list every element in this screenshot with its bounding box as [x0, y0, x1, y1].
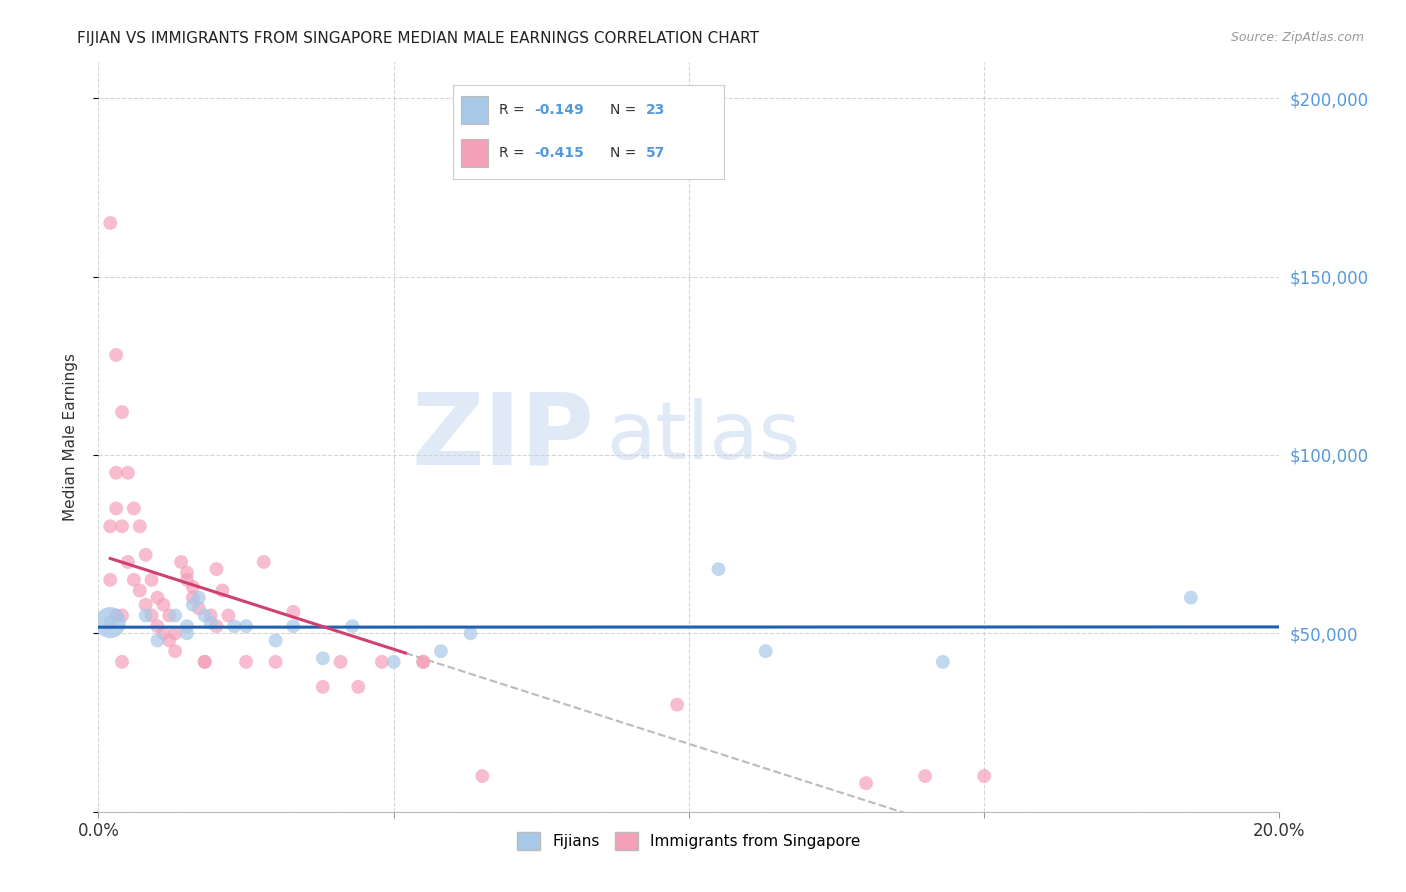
- Point: [194, 608, 217, 623]
- Point: [1180, 591, 1202, 605]
- Point: [200, 608, 222, 623]
- Point: [666, 698, 689, 712]
- Point: [707, 562, 730, 576]
- Point: [146, 591, 169, 605]
- Point: [181, 598, 204, 612]
- Point: [914, 769, 936, 783]
- Point: [165, 626, 187, 640]
- Point: [111, 608, 134, 623]
- Point: [312, 651, 335, 665]
- Point: [253, 555, 276, 569]
- Point: [105, 348, 128, 362]
- Point: [217, 608, 239, 623]
- Point: [105, 608, 128, 623]
- Point: [111, 519, 134, 533]
- Point: [141, 608, 163, 623]
- Point: [181, 580, 204, 594]
- Point: [152, 626, 174, 640]
- Point: [412, 655, 434, 669]
- Point: [430, 644, 453, 658]
- Point: [157, 633, 180, 648]
- Point: [135, 548, 157, 562]
- Point: [312, 680, 335, 694]
- Point: [932, 655, 955, 669]
- Point: [264, 655, 287, 669]
- Point: [211, 583, 233, 598]
- Point: [105, 466, 128, 480]
- Text: ZIP: ZIP: [412, 389, 595, 485]
- Point: [342, 619, 364, 633]
- Point: [111, 655, 134, 669]
- Point: [98, 216, 121, 230]
- Point: [111, 405, 134, 419]
- Point: [135, 608, 157, 623]
- Text: atlas: atlas: [606, 398, 800, 476]
- Point: [194, 655, 217, 669]
- Point: [98, 519, 121, 533]
- Point: [176, 566, 198, 580]
- Text: FIJIAN VS IMMIGRANTS FROM SINGAPORE MEDIAN MALE EARNINGS CORRELATION CHART: FIJIAN VS IMMIGRANTS FROM SINGAPORE MEDI…: [77, 31, 759, 46]
- Point: [117, 555, 139, 569]
- Point: [187, 601, 209, 615]
- Point: [176, 619, 198, 633]
- Point: [755, 644, 778, 658]
- Point: [412, 655, 434, 669]
- Point: [98, 573, 121, 587]
- Point: [235, 619, 257, 633]
- Point: [128, 583, 150, 598]
- Point: [460, 626, 482, 640]
- Point: [98, 615, 121, 630]
- Text: Source: ZipAtlas.com: Source: ZipAtlas.com: [1230, 31, 1364, 45]
- Point: [264, 633, 287, 648]
- Point: [224, 619, 246, 633]
- Point: [283, 619, 305, 633]
- Point: [152, 598, 174, 612]
- Point: [187, 591, 209, 605]
- Point: [176, 626, 198, 640]
- Point: [122, 501, 145, 516]
- Point: [98, 615, 121, 630]
- Point: [170, 555, 193, 569]
- Point: [205, 619, 228, 633]
- Point: [181, 591, 204, 605]
- Point: [117, 466, 139, 480]
- Point: [235, 655, 257, 669]
- Point: [855, 776, 877, 790]
- Point: [176, 573, 198, 587]
- Point: [146, 619, 169, 633]
- Point: [471, 769, 494, 783]
- Point: [105, 501, 128, 516]
- Point: [371, 655, 394, 669]
- Legend: Fijians, Immigrants from Singapore: Fijians, Immigrants from Singapore: [512, 826, 866, 856]
- Point: [283, 605, 305, 619]
- Point: [329, 655, 352, 669]
- Point: [165, 608, 187, 623]
- Point: [194, 655, 217, 669]
- Point: [205, 562, 228, 576]
- Point: [128, 519, 150, 533]
- Point: [382, 655, 405, 669]
- Point: [157, 608, 180, 623]
- Point: [973, 769, 995, 783]
- Point: [200, 615, 222, 630]
- Point: [146, 633, 169, 648]
- Y-axis label: Median Male Earnings: Median Male Earnings: [63, 353, 77, 521]
- Point: [122, 573, 145, 587]
- Point: [135, 598, 157, 612]
- Point: [347, 680, 370, 694]
- Point: [141, 573, 163, 587]
- Point: [165, 644, 187, 658]
